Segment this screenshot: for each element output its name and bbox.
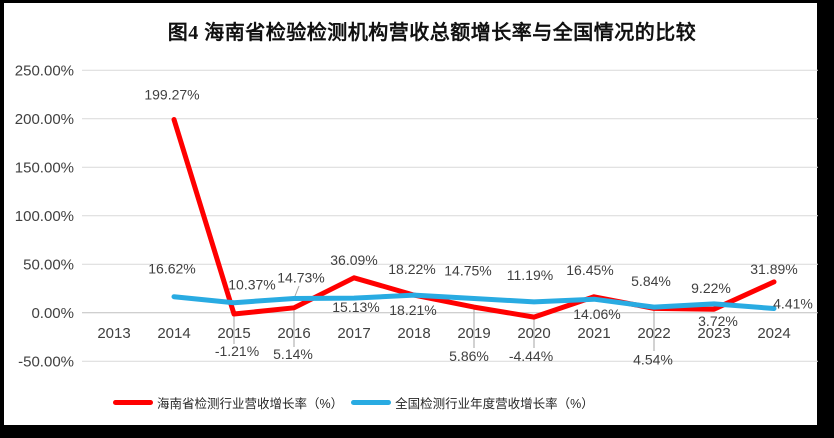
data-label: 18.21% bbox=[389, 302, 436, 318]
data-label: 11.19% bbox=[507, 267, 553, 283]
y-tick-label: 200.00% bbox=[15, 111, 74, 128]
x-tick-label: 2014 bbox=[157, 325, 190, 342]
blue-line-swatch-icon bbox=[351, 399, 392, 405]
chart-title: 图4 海南省检验检测机构营收总额增长率与全国情况的比较 bbox=[167, 22, 697, 44]
y-tick-label: -50.00% bbox=[18, 353, 74, 370]
data-label: 199.27% bbox=[144, 87, 199, 103]
y-tick-label: 150.00% bbox=[15, 159, 74, 176]
data-label: -1.21% bbox=[215, 343, 259, 359]
data-label: 5.14% bbox=[273, 346, 313, 362]
data-label: 16.45% bbox=[566, 262, 613, 278]
series-line-1 bbox=[171, 292, 777, 311]
data-label: 14.73% bbox=[277, 270, 324, 286]
data-label: 4.54% bbox=[633, 351, 673, 367]
legend-label-national: 全国检测行业年度营收增长率（%） bbox=[395, 396, 594, 411]
x-tick-label: 2016 bbox=[277, 325, 310, 342]
x-tick-label: 2013 bbox=[97, 325, 130, 342]
x-tick-label: 2022 bbox=[637, 325, 670, 342]
x-tick-label: 2017 bbox=[337, 325, 370, 342]
legend-item-national: 全国检测行业年度营收增长率（%） bbox=[351, 393, 594, 412]
red-line-swatch-icon bbox=[113, 399, 153, 405]
x-tick-label: 2015 bbox=[217, 325, 250, 342]
data-label: 36.09% bbox=[330, 252, 377, 268]
x-tick-label: 2019 bbox=[457, 325, 490, 342]
data-label: 9.22% bbox=[691, 280, 731, 296]
data-label: 5.84% bbox=[631, 273, 671, 289]
data-label: 18.22% bbox=[388, 261, 435, 277]
x-tick-label: 2021 bbox=[577, 325, 610, 342]
x-tick-label: 2020 bbox=[517, 325, 550, 342]
data-label: 4.41% bbox=[773, 296, 813, 312]
series-line-0 bbox=[171, 117, 777, 320]
y-tick-label: 50.00% bbox=[23, 256, 74, 273]
data-label: 3.72% bbox=[698, 313, 738, 329]
data-label: 31.89% bbox=[750, 261, 797, 277]
data-label: 14.06% bbox=[573, 306, 620, 322]
y-tick-label: 250.00% bbox=[15, 62, 74, 79]
data-label: -4.44% bbox=[509, 348, 553, 364]
data-label: 14.75% bbox=[444, 262, 491, 278]
x-tick-label: 2023 bbox=[697, 325, 730, 342]
y-tick-label: 100.00% bbox=[15, 208, 74, 225]
y-tick-label: 0.00% bbox=[31, 305, 74, 322]
legend: 海南省检测行业营收增长率（%） 全国检测行业年度营收增长率（%） bbox=[113, 393, 594, 411]
legend-item-hainan: 海南省检测行业营收增长率（%） bbox=[113, 393, 343, 412]
data-label: 15.13% bbox=[332, 299, 379, 315]
data-label: 10.37% bbox=[228, 277, 275, 293]
legend-label-hainan: 海南省检测行业营收增长率（%） bbox=[157, 396, 344, 411]
x-tick-label: 2024 bbox=[757, 325, 790, 342]
x-tick-label: 2018 bbox=[397, 325, 430, 342]
data-label: 16.62% bbox=[148, 261, 195, 277]
data-label: 5.86% bbox=[449, 348, 489, 364]
chart-background bbox=[4, 3, 817, 425]
